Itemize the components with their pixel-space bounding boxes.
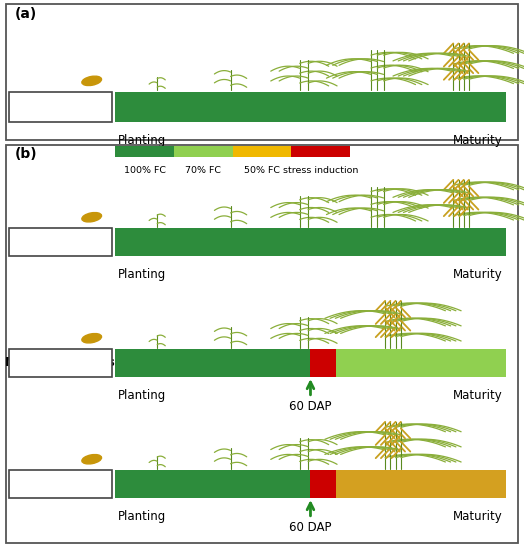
- FancyBboxPatch shape: [9, 92, 112, 122]
- FancyBboxPatch shape: [9, 228, 112, 256]
- Ellipse shape: [82, 212, 102, 222]
- Text: Control: Control: [38, 235, 83, 249]
- Ellipse shape: [82, 333, 102, 343]
- FancyBboxPatch shape: [115, 146, 174, 157]
- Text: Planting: Planting: [118, 389, 166, 402]
- Text: Maturity: Maturity: [453, 268, 503, 281]
- Text: Maturity: Maturity: [453, 389, 503, 402]
- Text: 60 DAP: 60 DAP: [289, 400, 332, 413]
- Text: Optimum: Optimum: [31, 101, 90, 113]
- FancyBboxPatch shape: [115, 228, 506, 256]
- Ellipse shape: [82, 454, 102, 464]
- Text: stress induction: stress induction: [283, 166, 358, 175]
- Text: (b): (b): [15, 147, 37, 161]
- FancyBboxPatch shape: [174, 146, 233, 157]
- Text: Moderate Stress: Moderate Stress: [5, 356, 115, 370]
- FancyBboxPatch shape: [233, 146, 291, 157]
- FancyBboxPatch shape: [115, 470, 310, 498]
- Text: Planting: Planting: [118, 510, 166, 523]
- Text: Planting: Planting: [118, 134, 166, 147]
- FancyBboxPatch shape: [336, 470, 506, 498]
- Ellipse shape: [82, 76, 102, 86]
- FancyBboxPatch shape: [310, 470, 336, 498]
- Text: Planting: Planting: [118, 268, 166, 281]
- Text: 60 DAP: 60 DAP: [289, 521, 332, 534]
- FancyBboxPatch shape: [6, 4, 518, 140]
- FancyBboxPatch shape: [6, 145, 518, 543]
- Text: Maturity: Maturity: [453, 510, 503, 523]
- FancyBboxPatch shape: [310, 349, 336, 377]
- FancyBboxPatch shape: [336, 349, 506, 377]
- Text: 100% FC: 100% FC: [124, 166, 166, 175]
- FancyBboxPatch shape: [291, 146, 350, 157]
- FancyBboxPatch shape: [9, 349, 112, 377]
- Text: (a): (a): [15, 7, 37, 20]
- Text: 50% FC: 50% FC: [244, 166, 280, 175]
- Text: Maturity: Maturity: [453, 134, 503, 147]
- FancyBboxPatch shape: [9, 470, 112, 498]
- Text: Severe Stress: Severe Stress: [14, 477, 106, 491]
- Text: 70% FC: 70% FC: [185, 166, 221, 175]
- FancyBboxPatch shape: [115, 349, 310, 377]
- FancyBboxPatch shape: [115, 92, 506, 122]
